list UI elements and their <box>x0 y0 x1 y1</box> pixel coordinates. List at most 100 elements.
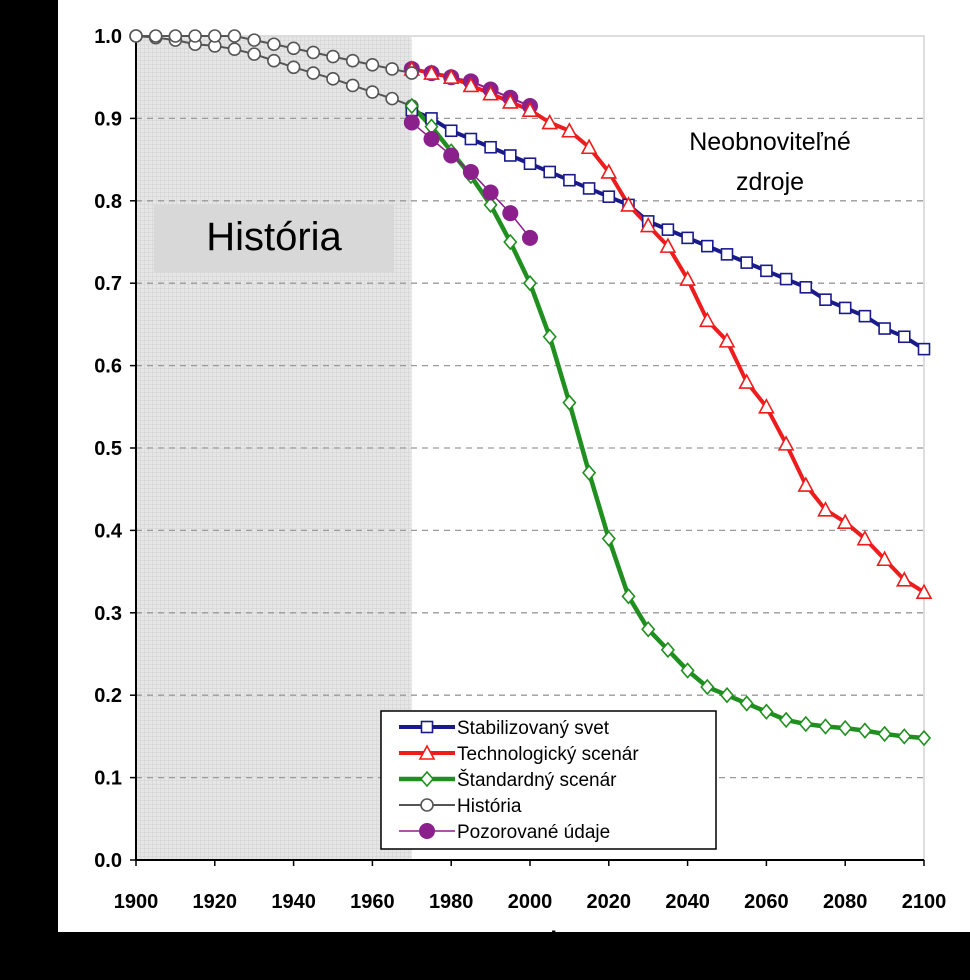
extra-series-point <box>247 47 261 61</box>
y-tick-label: 0.5 <box>94 438 122 460</box>
series-point-0 <box>563 173 576 187</box>
series-point-0 <box>681 231 694 245</box>
series-point-3 <box>129 29 143 43</box>
extra-series-point <box>267 53 281 68</box>
series-point-0 <box>897 330 911 344</box>
series-point-2 <box>818 718 833 735</box>
x-tick-label: 1940 <box>271 891 316 913</box>
extra-series-point <box>345 78 360 93</box>
series-point-2 <box>680 662 695 679</box>
series-point-3 <box>365 58 380 72</box>
series-point-1 <box>876 550 893 567</box>
series-point-1 <box>521 101 539 117</box>
x-tick-label: 2080 <box>823 891 868 913</box>
series-point-2 <box>641 621 656 638</box>
series-point-1 <box>501 93 519 109</box>
legend-label: História <box>457 796 522 817</box>
series-point-2 <box>582 464 597 481</box>
series-point-2 <box>916 729 932 747</box>
series-point-0 <box>523 157 537 171</box>
series-point-0 <box>503 149 517 162</box>
x-tick-label: 2040 <box>665 891 710 913</box>
series-point-1 <box>817 501 834 517</box>
series-point-2 <box>562 394 577 411</box>
legend-label: Štandardný scenár <box>457 769 617 791</box>
series-point-1 <box>797 476 815 492</box>
series-point-4 <box>522 229 538 246</box>
series-point-3 <box>227 29 242 43</box>
series-point-1 <box>679 270 696 286</box>
y-tick-label: 0.0 <box>94 850 122 872</box>
annotation-line1: Neobnoviteľné <box>689 128 851 156</box>
series-point-2 <box>660 641 675 659</box>
series-point-0 <box>740 256 754 269</box>
series-point-0 <box>484 140 497 154</box>
series-point-3 <box>286 41 301 56</box>
history-label: História <box>206 215 342 259</box>
series-point-0 <box>779 272 793 286</box>
series-point-1 <box>738 373 756 389</box>
bottom-band <box>0 932 970 975</box>
series-point-1 <box>561 122 578 138</box>
series-point-1 <box>659 237 677 253</box>
legend-swatch-marker <box>418 744 436 760</box>
series-point-2 <box>759 703 774 720</box>
series-point-1 <box>423 64 440 80</box>
series-point-4 <box>502 205 519 222</box>
series-point-1 <box>462 76 480 93</box>
y-tick-label: 0.3 <box>94 603 122 625</box>
series-point-4 <box>403 114 420 131</box>
series-point-2 <box>483 196 498 214</box>
series-point-1 <box>718 332 736 348</box>
series-point-4 <box>462 163 479 180</box>
series-point-1 <box>895 571 913 587</box>
y-tick-label: 0.1 <box>94 768 122 790</box>
series-point-3 <box>247 33 261 47</box>
series-point-2 <box>700 678 715 696</box>
y-tick-label: 1.0 <box>94 26 122 48</box>
x-tick-label: 1900 <box>114 891 159 913</box>
series-point-0 <box>444 124 458 138</box>
y-tick-label: 0.7 <box>94 273 122 295</box>
series-point-4 <box>482 184 499 201</box>
extra-series-point <box>306 66 321 80</box>
x-tick-label: 2060 <box>744 891 789 913</box>
x-tick-label: 2020 <box>587 891 632 913</box>
y-tick-label: 0.9 <box>94 108 122 130</box>
series-point-1 <box>580 138 598 155</box>
history-label-box <box>154 205 394 273</box>
series-point-0 <box>838 301 852 315</box>
series-point-0 <box>543 165 557 179</box>
series-point-3 <box>306 45 321 60</box>
series-point-2 <box>522 274 538 292</box>
series-point-2 <box>739 695 754 712</box>
series-point-1 <box>639 216 657 233</box>
extra-series-point <box>385 91 399 106</box>
series-point-3 <box>168 29 183 43</box>
extra-series-point <box>326 72 340 86</box>
y-tick-label: 0.2 <box>94 685 122 707</box>
series-point-3 <box>385 62 399 76</box>
series-point-0 <box>819 293 832 306</box>
x-tick-label: 1980 <box>429 891 474 913</box>
legend-label: Stabilizovaný svet <box>457 718 610 739</box>
series-point-1 <box>915 583 933 600</box>
series-point-0 <box>582 182 596 195</box>
series-point-1 <box>541 113 559 130</box>
series-point-0 <box>602 190 616 203</box>
x-tick-label: 1960 <box>350 891 395 913</box>
series-point-1 <box>856 529 874 546</box>
series-point-4 <box>423 131 440 147</box>
legend-swatch-marker <box>419 770 435 788</box>
x-tick-label: 2100 <box>902 891 947 913</box>
series-point-1 <box>698 311 716 328</box>
series-point-0 <box>760 264 773 278</box>
series-point-4 <box>443 147 460 164</box>
series-point-3 <box>208 29 222 43</box>
extra-series-point <box>365 85 380 99</box>
x-tick-label: 2000 <box>508 891 553 913</box>
legend-label: Technologický scenár <box>457 744 639 765</box>
series-point-2 <box>503 233 518 251</box>
